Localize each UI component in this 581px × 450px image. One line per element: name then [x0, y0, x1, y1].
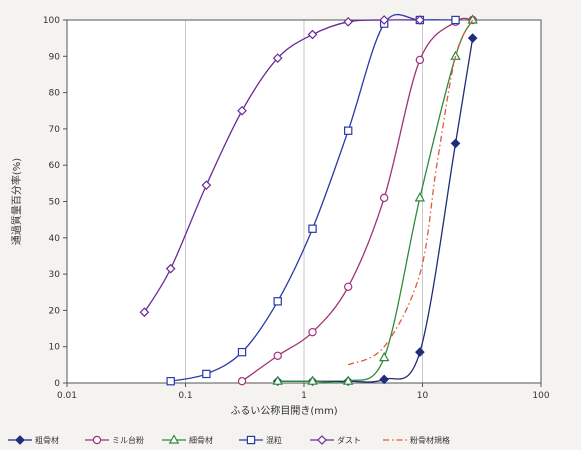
legend-marker: [317, 435, 327, 445]
y-tick-label: 40: [49, 234, 61, 244]
data-point: [379, 374, 390, 385]
data-point: [272, 53, 283, 63]
x-tick-label: 10: [417, 391, 429, 401]
x-tick-label: 0.01: [57, 391, 77, 401]
data-point: [165, 263, 176, 274]
y-tick-label: 10: [49, 343, 61, 353]
legend-item: ミル台粉: [85, 435, 144, 445]
legend-label: 粉骨材規格: [410, 435, 450, 445]
data-point: [272, 375, 283, 385]
data-point: [273, 351, 282, 360]
data-point: [273, 297, 282, 306]
series-line: [241, 17, 473, 382]
x-axis-title: ふるい公称目開き(mm): [230, 404, 337, 417]
series-2: [237, 15, 477, 386]
legend-label: 細骨材: [189, 435, 213, 445]
data-point: [414, 192, 426, 202]
legend-label: 混粒: [266, 435, 282, 445]
legend-marker: [168, 434, 180, 444]
legend-item: 粉骨材規格: [383, 435, 450, 445]
y-tick-label: 0: [54, 379, 60, 389]
y-tick-label: 80: [49, 89, 61, 99]
legend-label: ミル台粉: [112, 435, 144, 445]
series-line: [170, 13, 456, 382]
data-point: [308, 327, 317, 337]
data-point: [308, 224, 317, 233]
data-point: [343, 126, 353, 135]
data-point: [450, 50, 461, 60]
data-point: [451, 15, 460, 25]
y-tick-label: 70: [49, 125, 61, 135]
legend: 粗骨材 ミル台粉 細骨材 混粒 ダスト 粉骨材規格: [8, 434, 450, 445]
data-point: [379, 15, 390, 25]
data-point: [450, 138, 461, 149]
series-5: [139, 15, 425, 318]
data-point: [415, 347, 425, 357]
series-line: [143, 19, 420, 313]
legend-item: ダスト: [310, 435, 361, 445]
legend-item: 粗骨材: [8, 435, 59, 445]
x-tick-label: 100: [532, 391, 549, 401]
legend-marker: [246, 435, 256, 445]
y-tick-label: 60: [49, 161, 61, 171]
data-point: [166, 376, 175, 386]
data-point: [307, 29, 318, 40]
data-point: [343, 282, 353, 292]
y-tick-label: 100: [43, 16, 60, 26]
data-point: [202, 369, 211, 379]
data-point: [237, 105, 247, 116]
x-tick-label: 1: [301, 391, 307, 401]
x-tick-label: 0.1: [178, 391, 192, 401]
y-tick-label: 90: [49, 52, 61, 62]
data-point: [201, 180, 212, 191]
legend-item: 混粒: [239, 435, 282, 445]
legend-item: 細骨材: [162, 434, 213, 445]
data-point: [237, 347, 247, 357]
y-tick-label: 30: [49, 270, 61, 280]
data-point: [237, 376, 247, 386]
data-point: [379, 193, 389, 203]
data-point: [378, 351, 390, 362]
series-6: [347, 19, 474, 366]
legend-marker: [15, 435, 25, 445]
legend-label: 粗骨材: [35, 435, 59, 445]
data-point: [343, 16, 354, 27]
data-point: [342, 375, 354, 385]
data-point: [307, 375, 318, 385]
data-point: [139, 307, 150, 318]
legend-label: ダスト: [337, 435, 361, 445]
legend-marker: [92, 435, 102, 445]
data-point: [415, 15, 425, 25]
data-point: [467, 33, 478, 43]
data-point: [467, 14, 478, 24]
series-line: [347, 19, 474, 366]
y-tick-label: 20: [49, 306, 61, 316]
y-axis-title: 通過質量百分率(%): [10, 158, 23, 245]
data-point: [415, 55, 425, 65]
y-tick-label: 50: [49, 198, 61, 208]
